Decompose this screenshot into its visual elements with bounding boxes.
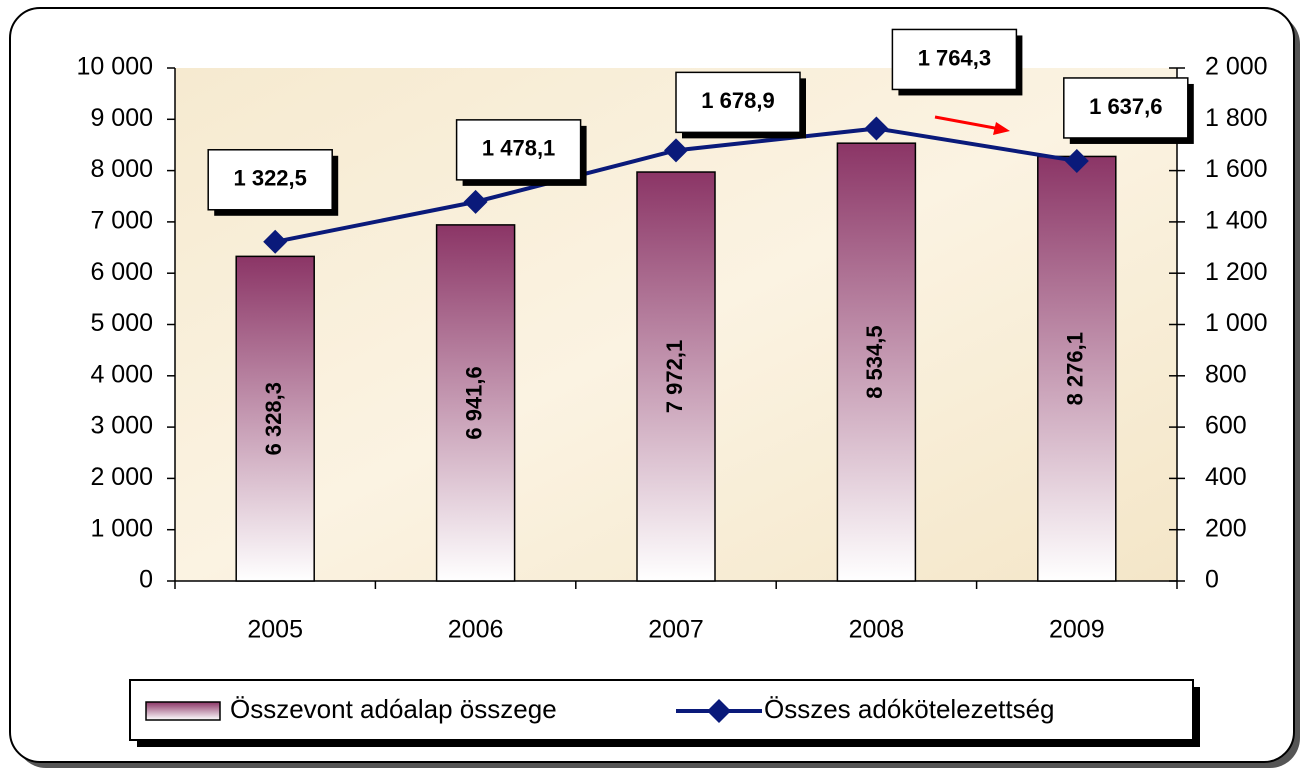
y-tick-label: 8 000 (90, 155, 153, 183)
y-tick-label: 1 000 (90, 514, 153, 542)
x-tick-label: 2007 (648, 616, 704, 644)
x-tick-label: 2005 (247, 616, 303, 644)
y2-tick-label: 800 (1205, 360, 1247, 388)
bar-value-label: 8 534,5 (862, 325, 887, 398)
line-marker (463, 189, 488, 214)
arrow-head (993, 122, 1010, 135)
bar-value-label: 8 276,1 (1063, 332, 1088, 405)
label-box (891, 28, 1018, 91)
line-value-label: 1 322,5 (233, 166, 306, 191)
bar (1037, 155, 1117, 582)
label-box (1063, 77, 1189, 139)
y2-tick-label: 1 000 (1205, 309, 1268, 337)
bar-value-label: 6 328,3 (261, 382, 286, 455)
label-box (675, 71, 801, 134)
line-value-label: 1 478,1 (482, 136, 555, 161)
y2-tick-label: 1 400 (1205, 207, 1268, 235)
bar-value-label: 7 972,1 (662, 340, 687, 413)
line-marker (864, 116, 889, 141)
y-tick-label: 10 000 (77, 53, 153, 81)
legend (129, 679, 1194, 741)
y-tick-label: 3 000 (90, 412, 153, 440)
line-value-label: 1 637,6 (1089, 94, 1162, 119)
label-box (207, 149, 333, 211)
bar (836, 142, 917, 582)
y2-tick-label: 1 600 (1205, 155, 1268, 183)
y-tick-label: 2 000 (90, 463, 153, 491)
line-marker (263, 229, 288, 254)
legend-label: Összes adókötelezettség (764, 694, 1055, 724)
line-marker (664, 138, 688, 163)
y-tick-label: 4 000 (90, 360, 153, 388)
y-tick-label: 6 000 (90, 258, 153, 286)
x-tick-label: 2009 (1049, 616, 1105, 644)
y-tick-label: 0 (139, 566, 153, 594)
bar (235, 255, 315, 582)
line-value-label: 1 764,3 (918, 45, 991, 70)
y2-tick-label: 0 (1205, 566, 1219, 594)
legend-swatch (145, 701, 221, 721)
legend-label: Összevont adóalap összege (230, 694, 557, 724)
y2-tick-label: 1 800 (1205, 104, 1268, 132)
arrow (934, 115, 1001, 131)
line-value-label: 1 678,9 (701, 88, 774, 113)
y-tick-label: 5 000 (90, 309, 153, 337)
bar (435, 224, 516, 582)
y2-tick-label: 1 200 (1205, 258, 1268, 286)
y2-tick-label: 600 (1205, 412, 1247, 440)
y2-tick-label: 400 (1205, 463, 1247, 491)
bar (636, 171, 716, 582)
y2-tick-label: 200 (1205, 514, 1247, 542)
line-marker (1064, 148, 1089, 173)
y-tick-label: 7 000 (90, 207, 153, 235)
x-tick-label: 2006 (448, 616, 504, 644)
y2-tick-label: 2 000 (1205, 53, 1268, 81)
x-tick-label: 2008 (849, 616, 905, 644)
bar-value-label: 6 941,6 (461, 366, 486, 439)
label-box (455, 119, 582, 181)
legend-marker (707, 699, 731, 723)
y-tick-label: 9 000 (90, 104, 153, 132)
